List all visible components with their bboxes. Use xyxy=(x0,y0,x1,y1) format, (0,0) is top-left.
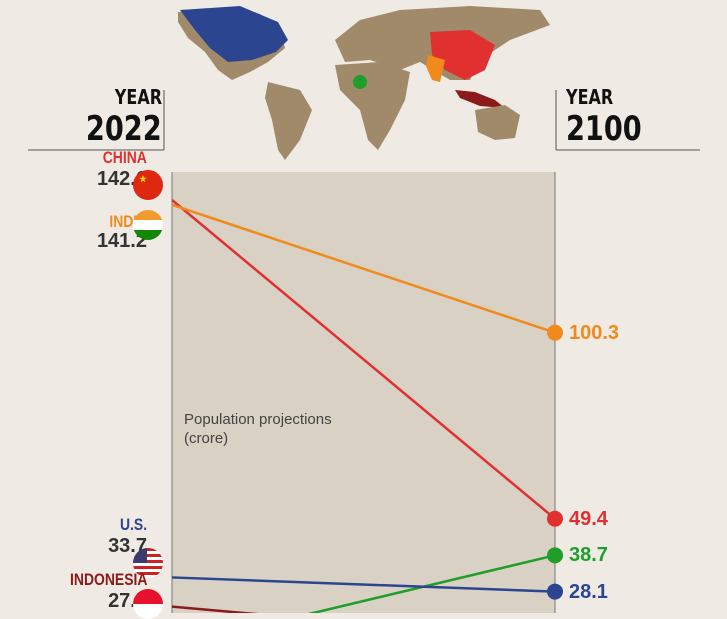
end-value-label: 28.1 xyxy=(569,580,608,603)
country-name: U.S. xyxy=(119,515,147,534)
series-line-us xyxy=(171,576,556,593)
chart-panel xyxy=(172,172,555,613)
flag-icon xyxy=(133,170,163,200)
left-year: 2022 xyxy=(86,109,162,149)
end-point xyxy=(547,583,563,600)
right-year-label: YEAR xyxy=(566,85,614,109)
end-point xyxy=(547,547,563,564)
series-line-nigeria xyxy=(307,554,556,613)
series-line-india xyxy=(171,203,556,334)
end-value-label: 100.3 xyxy=(569,321,620,344)
flag-icon xyxy=(133,589,163,619)
right-year: 2100 xyxy=(566,109,642,149)
left-year-label: YEAR xyxy=(114,85,162,109)
series-line-indonesia xyxy=(171,605,259,613)
flag-icon xyxy=(133,210,163,240)
country-name: CHINA xyxy=(102,148,147,167)
series-line-china xyxy=(171,199,556,520)
world-map xyxy=(178,6,550,160)
end-point xyxy=(547,324,563,341)
chart-annotation: Population projections (crore) xyxy=(184,411,332,447)
end-value-label: 38.7 xyxy=(569,544,608,567)
end-point xyxy=(547,510,563,527)
start-value-label: 141.2 xyxy=(96,230,147,252)
flag-icon xyxy=(133,548,163,578)
end-value-label: 49.4 xyxy=(569,507,608,530)
country-name: INDONESIA xyxy=(69,570,147,589)
